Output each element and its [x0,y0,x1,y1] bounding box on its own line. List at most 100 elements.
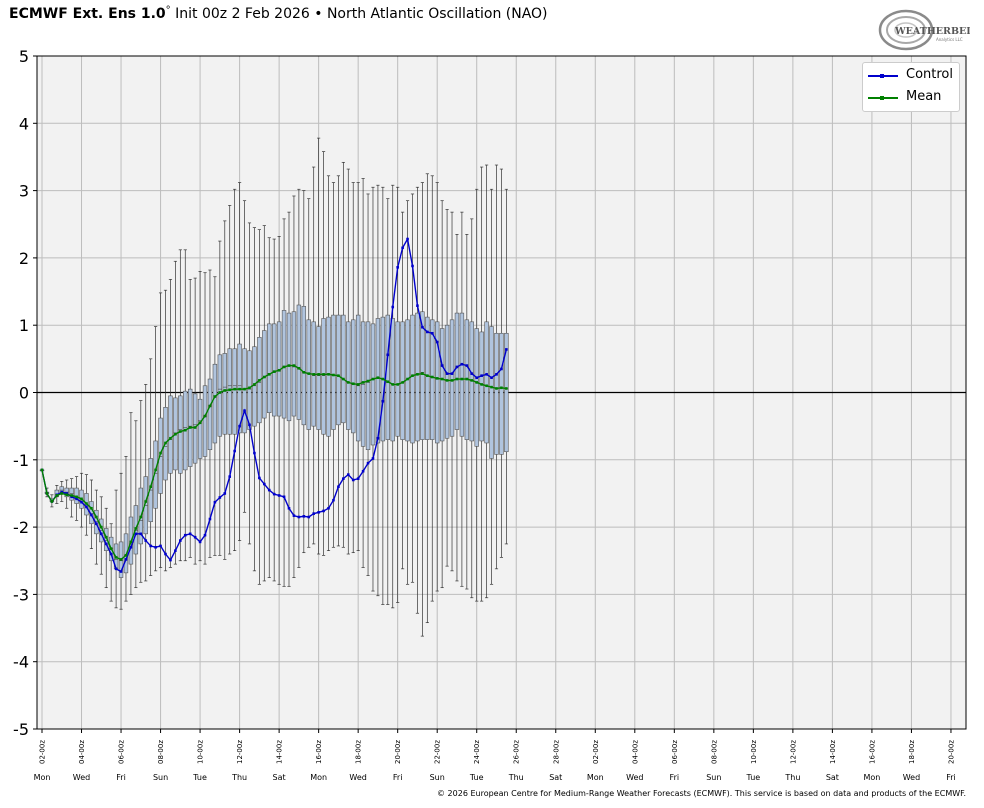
box-plot [232,188,237,552]
box-iqr [281,310,287,419]
box-plot [217,240,223,556]
mean-point [198,421,202,425]
mean-point [258,379,261,382]
control-point [75,497,78,501]
y-tick-label: 0 [19,384,29,403]
mean-point [297,366,301,370]
mean-point [154,468,157,472]
mean-point [445,379,449,382]
control-point [500,367,503,371]
control-point [371,457,375,460]
mean-point [470,379,474,382]
mean-point [40,468,44,472]
title-degree: ° [165,5,171,16]
x-tick-date-label: 06-00z [118,740,126,764]
mean-point [337,374,340,377]
box-iqr [242,348,247,434]
mean-point [70,494,73,497]
x-tick-date-label: 16-00z [868,740,876,764]
mean-point [119,558,123,561]
control-point [490,376,493,379]
box-iqr [341,314,346,424]
ensemble-boxes [39,137,509,637]
mean-point [90,506,93,510]
control-point [80,500,83,504]
control-point [243,409,246,412]
control-point [169,558,172,562]
control-point [248,423,251,427]
box-iqr [479,331,484,442]
y-tick-label: -4 [13,653,29,672]
box-iqr [168,395,173,474]
box-iqr [222,353,227,435]
mean-point [411,374,414,377]
mean-point [312,373,315,376]
control-point [416,304,419,307]
legend-marker-control [880,74,884,78]
control-point [104,542,108,546]
mean-point [272,370,276,373]
control-point [144,539,148,542]
box-plot [331,182,336,548]
mean-point [376,376,380,379]
control-point [193,535,197,539]
x-tick-date-label: 18-00z [355,740,363,764]
x-tick-day-label: Mon [587,773,604,782]
x-tick-day-label: Tue [192,773,207,782]
box-plot [474,188,479,602]
control-point [119,570,123,573]
box-iqr [474,328,479,447]
box-plot [410,193,415,583]
mean-point [292,364,296,367]
mean-point [139,515,143,519]
control-point [258,476,261,480]
x-tick-date-label: 08-00z [157,740,165,764]
box-iqr [351,319,356,434]
control-point [60,490,64,494]
control-point [322,509,325,513]
mean-point [208,404,212,408]
box-iqr [355,314,361,442]
control-point [475,376,479,379]
weatherbell-logo-graphic: WEATHERBELL Analytics LLC [878,9,980,51]
x-tick-date-label: 16-00z [315,740,323,764]
box-plot [197,271,203,562]
control-point [203,533,207,537]
mean-point [75,495,78,499]
legend: Control Mean [862,62,960,112]
box-iqr [321,318,326,435]
box-plot [365,193,371,576]
control-point [421,325,424,329]
x-tick-date-label: 26-00z [513,740,521,764]
mean-point [287,364,291,367]
control-point [426,330,429,334]
box-iqr [247,350,252,430]
mean-point [406,377,409,381]
mean-point [104,535,108,539]
box-iqr [296,304,302,420]
box-plot [444,209,450,567]
control-point [391,305,395,309]
control-point [346,473,350,476]
control-point [366,461,370,465]
control-point [208,517,212,521]
control-point [139,532,143,536]
control-point [480,374,483,377]
mean-point [327,373,330,376]
x-tick-date-label: 14-00z [276,740,284,764]
control-point [381,399,385,403]
mean-point [317,373,320,376]
box-iqr [336,314,341,426]
mean-point [460,377,464,381]
control-point [70,495,73,499]
box-plot [439,200,445,589]
mean-point [134,527,138,530]
box-iqr [212,363,218,444]
control-point [460,362,464,366]
title-model: ECMWF Ext. Ens 1.0 [9,6,166,22]
x-tick-day-label: Mon [34,773,51,782]
mean-point [193,426,197,429]
control-point [297,515,301,519]
control-point [495,373,498,376]
control-point [376,436,380,440]
